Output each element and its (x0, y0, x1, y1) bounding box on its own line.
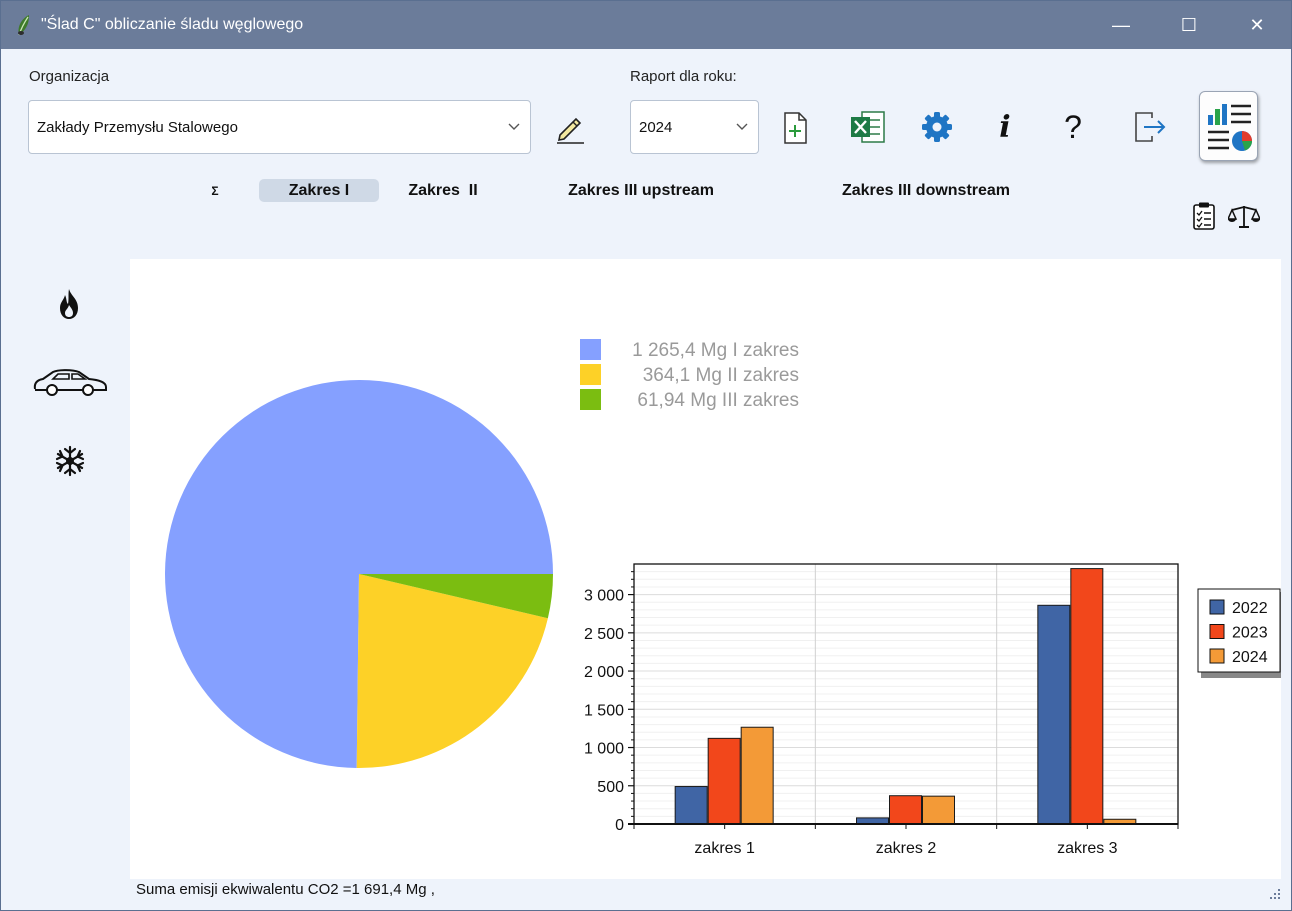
pencil-icon (557, 117, 584, 144)
resize-grip-icon[interactable] (1269, 888, 1281, 900)
pie-chart (164, 379, 553, 768)
emissions-charts: 1 265,4 Mg I zakres 364,1 Mg II zakres 61,… (164, 339, 1286, 869)
transport-category-button[interactable] (29, 363, 111, 401)
help-button[interactable]: ? (1055, 105, 1091, 149)
leaf-app-icon (18, 15, 29, 36)
organization-value: Zakłady Przemysłu Stalowego (37, 118, 238, 136)
close-icon: ✕ (1249, 14, 1265, 35)
legend-label: 2024 (1232, 649, 1268, 666)
legend-label: 2023 (1232, 625, 1268, 642)
tab-label: Zakres III upstream (568, 181, 714, 199)
snowflake-icon (55, 445, 85, 477)
pie-legend-swatch (580, 364, 601, 385)
pie-slice-2 (356, 574, 548, 768)
bar-2024-1 (740, 726, 774, 825)
report-year-label: Raport dla roku: (630, 68, 737, 85)
legend-swatch (1209, 599, 1225, 615)
y-tick-label: 2 000 (584, 664, 624, 681)
chart-panel: 1 265,4 Mg I zakres 364,1 Mg II zakres 61,… (130, 259, 1286, 879)
report-chart-icon (1207, 104, 1252, 151)
tab-label: Zakres I (288, 181, 350, 199)
tab-summary[interactable]: Σ (201, 179, 229, 202)
tab-scope-2[interactable]: Zakres II (393, 179, 493, 202)
report-dashboard-button[interactable] (1199, 91, 1258, 161)
tab-label: Zakres II (408, 181, 478, 199)
minimize-button[interactable]: — (1087, 1, 1155, 49)
tab-scope-1[interactable]: Zakres I (259, 179, 379, 202)
bar-2023-3 (1070, 568, 1104, 825)
compare-button[interactable] (1227, 200, 1261, 232)
pie-slice-3 (359, 574, 553, 619)
x-tick-label: zakres 3 (1057, 840, 1118, 857)
pie-legend-swatch (580, 339, 601, 360)
pie-legend-swatch (580, 389, 601, 410)
x-tick-label: zakres 2 (876, 840, 937, 857)
y-tick-label: 1 500 (584, 702, 624, 719)
balance-scale-icon (1228, 206, 1260, 228)
legend-swatch (1209, 648, 1225, 664)
y-tick-label: 0 (615, 817, 624, 834)
maximize-icon: ☐ (1180, 14, 1198, 35)
bar-2022-1 (674, 786, 708, 825)
new-report-button[interactable] (777, 109, 813, 147)
bar-2024-2 (922, 795, 955, 825)
report-year-value: 2024 (639, 118, 673, 136)
pie-legend-label: 364,1 Mg II zakres (643, 365, 799, 386)
close-button[interactable]: ✕ (1223, 1, 1291, 49)
y-tick-label: 1 000 (584, 741, 624, 758)
pie-legend: 1 265,4 Mg I zakres 364,1 Mg II zakres 61,… (580, 339, 799, 411)
bar-2023-2 (889, 795, 922, 825)
bar-chart: zakres 1 zakres 2 zakres 3 0 500 1 000 1 500 2 … (584, 563, 1286, 857)
pie-legend-label: 1 265,4 Mg I zakres (632, 340, 799, 361)
pie-slice-1 (164, 379, 553, 768)
checklist-button[interactable] (1189, 200, 1219, 232)
export-excel-button[interactable] (847, 107, 889, 147)
flame-icon (60, 289, 78, 319)
gear-icon (922, 112, 952, 142)
bar-legend: 2022 2023 2024 (1197, 588, 1286, 678)
refrigerant-category-button[interactable] (51, 442, 89, 480)
new-document-icon (784, 112, 807, 144)
y-tick-label: 3 000 (584, 588, 624, 605)
y-tick-label: 2 500 (584, 626, 624, 643)
info-button[interactable]: i (987, 105, 1023, 149)
legend-swatch (1209, 624, 1225, 639)
settings-button[interactable] (917, 107, 957, 147)
report-year-select[interactable]: 2024 (630, 100, 759, 154)
window-title: "Ślad C" obliczanie śladu węglowego (41, 16, 304, 33)
organization-label: Organizacja (29, 68, 110, 85)
y-tick-label: 500 (597, 779, 624, 796)
minimize-icon: — (1112, 14, 1130, 35)
clipboard-checklist-icon (1193, 202, 1215, 230)
edit-organization-button[interactable] (549, 109, 589, 147)
car-icon (33, 369, 107, 396)
status-bar-text: Suma emisji ekwiwalentu CO2 =1 691,4 Mg … (136, 881, 435, 898)
maximize-button[interactable]: ☐ (1155, 1, 1223, 49)
combustion-category-button[interactable] (51, 285, 87, 323)
bar-2023-1 (707, 737, 741, 825)
info-icon: i (999, 109, 1011, 145)
excel-icon (851, 111, 885, 143)
exit-button[interactable] (1129, 107, 1171, 147)
x-tick-label: zakres 1 (694, 840, 755, 857)
pie-legend-label: 61,94 Mg III zakres (637, 390, 799, 411)
chevron-down-icon (736, 123, 748, 130)
legend-label: 2022 (1232, 600, 1268, 617)
help-icon: ? (1064, 108, 1082, 145)
organization-select[interactable]: Zakłady Przemysłu Stalowego (28, 100, 531, 154)
title-bar: "Ślad C" obliczanie śladu węglowego — ☐ … (1, 1, 1291, 49)
tab-scope-3-downstream[interactable]: Zakres III downstream (819, 179, 1033, 202)
bar-2022-3 (1037, 604, 1071, 825)
tab-label: Zakres III downstream (841, 181, 1011, 199)
sigma-icon: Σ (211, 183, 219, 198)
chevron-down-icon (508, 123, 520, 130)
exit-icon (1135, 112, 1166, 142)
tab-scope-3-upstream[interactable]: Zakres III upstream (549, 179, 733, 202)
